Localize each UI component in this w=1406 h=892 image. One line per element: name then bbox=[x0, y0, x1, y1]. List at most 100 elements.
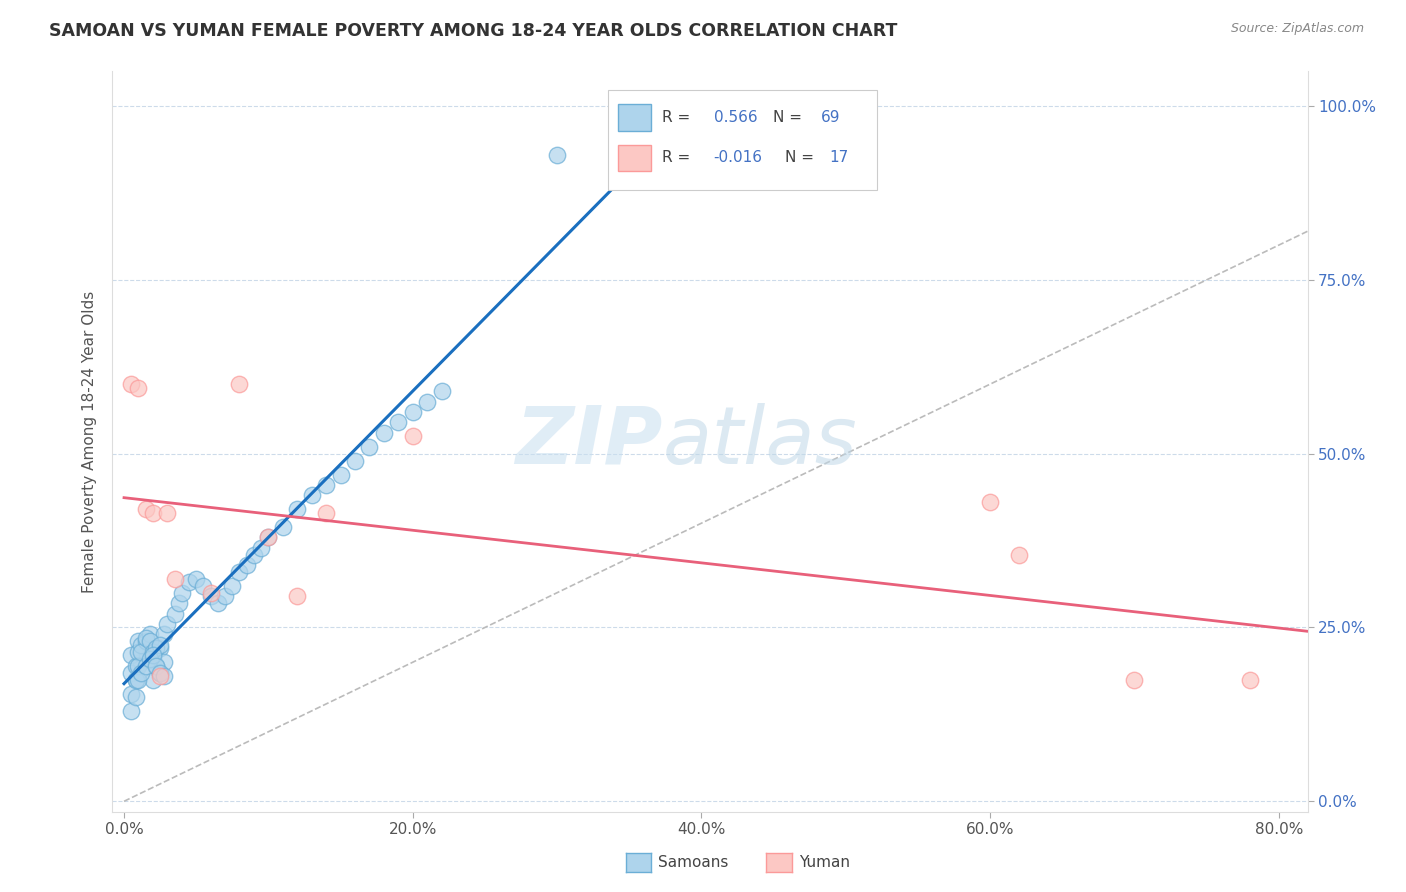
Point bbox=[546, 148, 568, 162]
Point bbox=[145, 658, 167, 673]
Point bbox=[135, 645, 157, 659]
Point bbox=[142, 648, 165, 663]
Point bbox=[142, 648, 165, 663]
Point bbox=[131, 665, 153, 680]
Point bbox=[124, 658, 146, 673]
Point bbox=[120, 648, 142, 663]
Point bbox=[131, 638, 153, 652]
Point bbox=[1008, 548, 1031, 562]
Point bbox=[127, 645, 149, 659]
Point bbox=[145, 641, 167, 656]
Text: N =: N = bbox=[773, 110, 807, 125]
Point bbox=[301, 488, 323, 502]
Text: Source: ZipAtlas.com: Source: ZipAtlas.com bbox=[1230, 22, 1364, 36]
Point bbox=[120, 704, 142, 718]
FancyBboxPatch shape bbox=[619, 104, 651, 130]
Text: SAMOAN VS YUMAN FEMALE POVERTY AMONG 18-24 YEAR OLDS CORRELATION CHART: SAMOAN VS YUMAN FEMALE POVERTY AMONG 18-… bbox=[49, 22, 897, 40]
Point bbox=[120, 665, 142, 680]
Point bbox=[163, 607, 186, 621]
Point bbox=[127, 381, 149, 395]
Text: N =: N = bbox=[786, 151, 820, 166]
Point bbox=[153, 627, 176, 641]
Text: R =: R = bbox=[662, 110, 696, 125]
Point bbox=[387, 416, 409, 430]
Point bbox=[145, 658, 167, 673]
Point bbox=[250, 541, 273, 555]
Text: 17: 17 bbox=[830, 151, 849, 166]
Point bbox=[139, 641, 162, 656]
Point bbox=[124, 673, 146, 687]
Point bbox=[214, 589, 236, 603]
Point bbox=[135, 502, 157, 516]
Point bbox=[139, 652, 162, 666]
Point bbox=[221, 579, 243, 593]
Point bbox=[127, 658, 149, 673]
Text: Yuman: Yuman bbox=[799, 855, 849, 870]
Point bbox=[156, 617, 179, 632]
Point bbox=[207, 596, 229, 610]
FancyBboxPatch shape bbox=[619, 145, 651, 171]
Point bbox=[200, 589, 222, 603]
Point bbox=[359, 440, 381, 454]
Point bbox=[177, 575, 200, 590]
Text: atlas: atlas bbox=[662, 402, 858, 481]
Point bbox=[163, 572, 186, 586]
Point bbox=[124, 673, 146, 687]
Point bbox=[430, 384, 453, 398]
Point bbox=[243, 548, 266, 562]
Point bbox=[135, 634, 157, 648]
Point bbox=[373, 425, 395, 440]
Y-axis label: Female Poverty Among 18-24 Year Olds: Female Poverty Among 18-24 Year Olds bbox=[82, 291, 97, 592]
Point bbox=[131, 645, 153, 659]
Point bbox=[120, 687, 142, 701]
Point bbox=[167, 596, 190, 610]
Point bbox=[257, 530, 280, 544]
Point bbox=[271, 519, 294, 533]
Text: -0.016: -0.016 bbox=[714, 151, 762, 166]
Point bbox=[145, 658, 167, 673]
Point bbox=[124, 690, 146, 704]
Point bbox=[235, 558, 257, 572]
Point bbox=[149, 669, 172, 683]
Point bbox=[127, 673, 149, 687]
Point bbox=[153, 669, 176, 683]
Point bbox=[153, 655, 176, 669]
Point bbox=[139, 634, 162, 648]
Point bbox=[156, 506, 179, 520]
Point bbox=[149, 638, 172, 652]
Point bbox=[142, 652, 165, 666]
Point bbox=[402, 405, 425, 419]
Point bbox=[142, 673, 165, 687]
Point bbox=[979, 495, 1001, 509]
Point bbox=[186, 572, 208, 586]
Point bbox=[228, 377, 250, 392]
Point bbox=[131, 655, 153, 669]
Point bbox=[120, 377, 142, 392]
Point bbox=[142, 645, 165, 659]
Point bbox=[228, 565, 250, 579]
Point bbox=[285, 589, 308, 603]
Point bbox=[285, 502, 308, 516]
Text: ZIP: ZIP bbox=[515, 402, 662, 481]
Point bbox=[257, 530, 280, 544]
Point bbox=[315, 478, 337, 492]
Point bbox=[149, 665, 172, 680]
Point bbox=[170, 586, 193, 600]
FancyBboxPatch shape bbox=[609, 90, 877, 190]
Point bbox=[315, 506, 337, 520]
Point bbox=[343, 453, 366, 467]
Text: 0.566: 0.566 bbox=[714, 110, 758, 125]
Text: R =: R = bbox=[662, 151, 696, 166]
Text: Samoans: Samoans bbox=[658, 855, 728, 870]
Point bbox=[135, 658, 157, 673]
Point bbox=[139, 627, 162, 641]
Point bbox=[1239, 673, 1261, 687]
Point bbox=[193, 579, 215, 593]
Point bbox=[402, 429, 425, 443]
Text: 69: 69 bbox=[821, 110, 841, 125]
Point bbox=[1123, 673, 1146, 687]
Point bbox=[135, 631, 157, 645]
Point bbox=[127, 634, 149, 648]
Point bbox=[329, 467, 352, 482]
Point bbox=[416, 394, 439, 409]
